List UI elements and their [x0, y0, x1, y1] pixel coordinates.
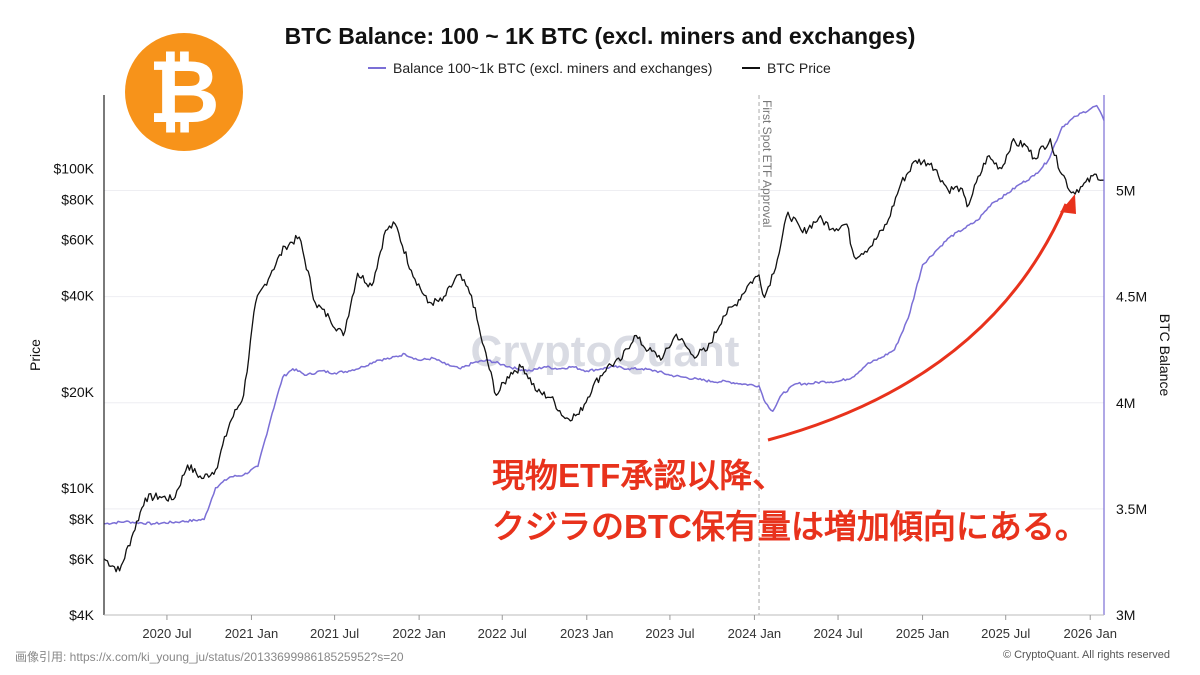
right-tick-label: 5M: [1116, 183, 1135, 199]
grid: [104, 190, 1104, 510]
x-tick-label: 2023 Jan: [560, 626, 614, 641]
right-tick-label: 3.5M: [1116, 501, 1147, 517]
x-tick-label: 2021 Jul: [310, 626, 359, 641]
event-marker: First Spot ETF Approval: [758, 95, 774, 615]
source-note[interactable]: 画像引用: https://x.com/ki_young_ju/status/2…: [15, 650, 404, 664]
bitcoin-logo-circle: [125, 33, 243, 151]
left-tick-label: $40K: [61, 288, 94, 304]
x-tick-label: 2022 Jul: [478, 626, 527, 641]
left-tick-label: $80K: [61, 192, 94, 208]
event-label: First Spot ETF Approval: [760, 100, 774, 227]
bitcoin-logo-glyph: ₿: [148, 42, 220, 141]
legend-label-balance[interactable]: Balance 100~1k BTC (excl. miners and exc…: [393, 60, 712, 76]
x-axis-ticks: 2020 Jul 2021 Jan 2021 Jul 2022 Jan 2022 Jul…: [142, 615, 1117, 641]
right-axis-title: BTC Balance: [1157, 314, 1173, 397]
left-tick-label: $6K: [69, 551, 95, 567]
x-tick-label: 2024 Jul: [813, 626, 862, 641]
series-line-price: [103, 138, 1105, 573]
annotation-arrow-curve: [767, 203, 1068, 442]
x-tick-label: 2026 Jan: [1063, 626, 1117, 641]
x-tick-label: 2025 Jul: [981, 626, 1030, 641]
left-tick-label: $10K: [61, 480, 94, 496]
left-tick-label: $4K: [69, 607, 95, 623]
series-line-balance: [103, 104, 1105, 526]
x-tick-label: 2023 Jul: [645, 626, 694, 641]
annotation-arrow: [767, 194, 1076, 442]
annotation-arrow-head: [1060, 194, 1076, 214]
legend[interactable]: Balance 100~1k BTC (excl. miners and exc…: [368, 60, 831, 76]
left-axis-title: Price: [27, 339, 43, 371]
x-tick-label: 2021 Jan: [225, 626, 279, 641]
legend-label-price[interactable]: BTC Price: [767, 60, 831, 76]
right-tick-label: 4M: [1116, 395, 1135, 411]
left-tick-label: $8K: [69, 511, 95, 527]
right-axis-ticks: 3M 3.5M 4M 4.5M 5M: [1116, 183, 1147, 623]
x-tick-label: 2022 Jan: [392, 626, 446, 641]
right-tick-label: 3M: [1116, 607, 1135, 623]
chart-title: BTC Balance: 100 ~ 1K BTC (excl. miners …: [285, 23, 916, 49]
annotation-line-1: 現物ETF承認以降、: [492, 457, 785, 494]
left-axis-ticks: $4K $6K $8K $10K $20K $40K $60K $80K $100K: [54, 161, 95, 623]
right-tick-label: 4.5M: [1116, 289, 1147, 305]
annotation-line-2: クジラのBTC保有量は増加傾向にある。: [492, 508, 1088, 545]
left-tick-label: $60K: [61, 231, 94, 247]
x-tick-label: 2025 Jan: [896, 626, 950, 641]
bitcoin-logo: ₿: [125, 33, 243, 151]
copyright: © CryptoQuant. All rights reserved: [1003, 649, 1170, 661]
left-tick-label: $20K: [61, 384, 94, 400]
x-tick-label: 2024 Jan: [728, 626, 782, 641]
series: [103, 104, 1105, 573]
x-tick-label: 2020 Jul: [142, 626, 191, 641]
left-tick-label: $100K: [54, 161, 95, 177]
